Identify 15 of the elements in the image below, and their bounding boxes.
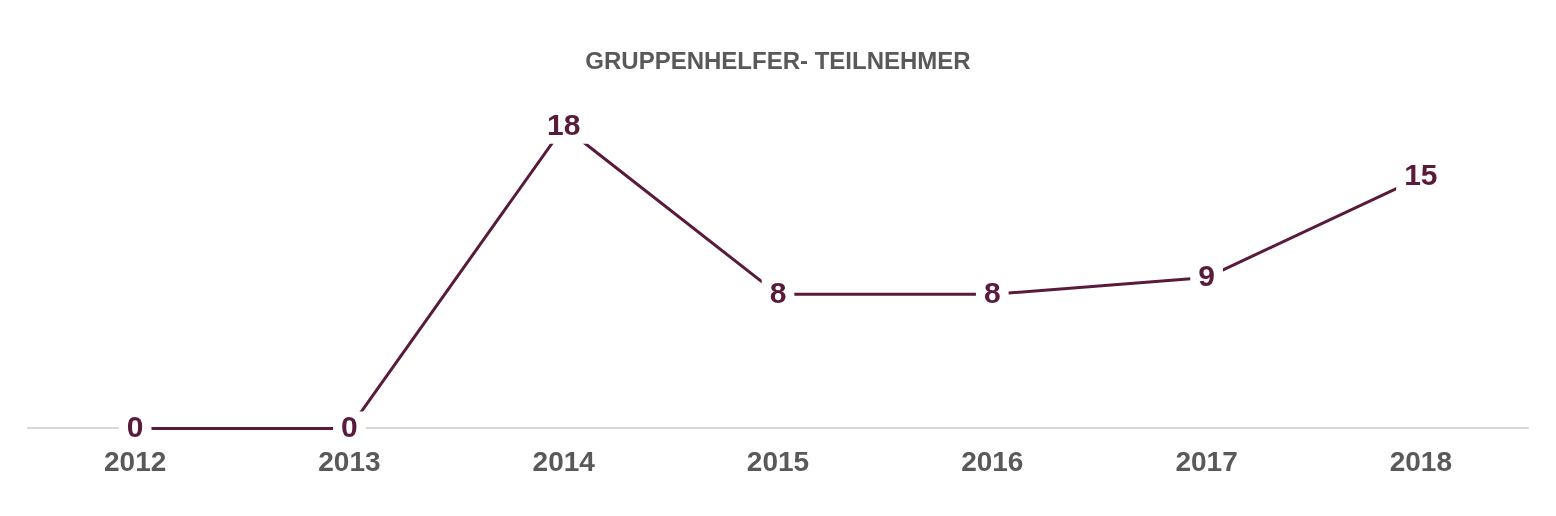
x-tick-label: 2017 (1175, 445, 1238, 477)
chart-title: GRUPPENHELFER- TEILNEHMER (585, 47, 971, 75)
data-label: 8 (983, 275, 1001, 309)
x-tick-label: 2012 (103, 445, 167, 477)
data-label: 0 (126, 409, 144, 443)
data-label: 9 (1198, 258, 1215, 292)
x-tick-label: 2014 (532, 445, 596, 477)
x-tick-label: 2015 (746, 445, 810, 477)
x-tick-label: 2013 (318, 445, 381, 477)
data-label: 0 (341, 409, 358, 443)
x-tick-label: 2016 (961, 445, 1024, 477)
data-label: 8 (769, 275, 787, 309)
data-label: 15 (1404, 158, 1438, 192)
x-tick-label: 2018 (1389, 445, 1453, 477)
data-label: 18 (547, 108, 581, 142)
